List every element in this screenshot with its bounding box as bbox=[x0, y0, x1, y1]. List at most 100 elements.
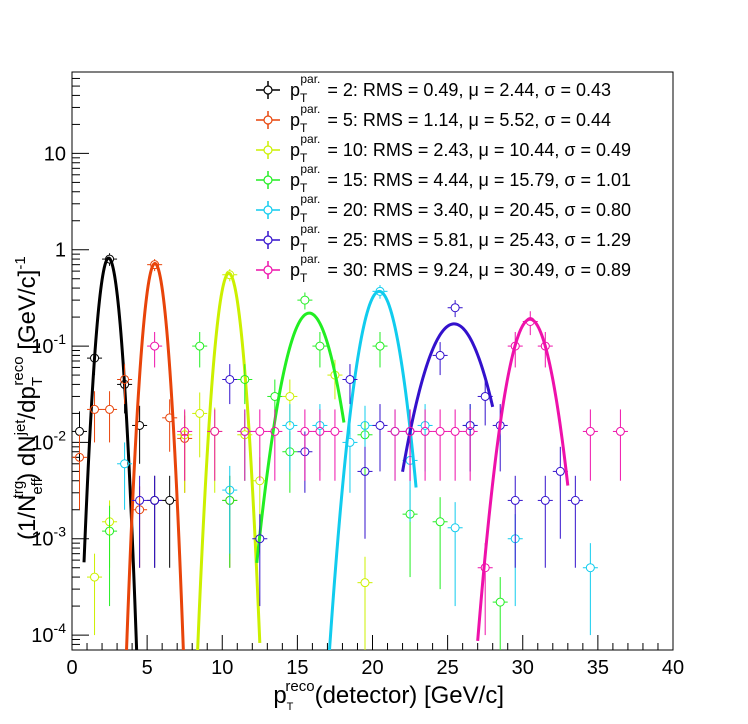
x-axis: 0 5 10 15 20 25 30 35 40 bbox=[66, 635, 684, 679]
legend-marker bbox=[263, 265, 273, 275]
data-point bbox=[147, 332, 163, 368]
data-point bbox=[357, 446, 373, 539]
data-point bbox=[567, 475, 583, 568]
legend-marker bbox=[263, 205, 273, 215]
data-point bbox=[402, 409, 418, 481]
legend-marker bbox=[263, 175, 273, 185]
data-point bbox=[147, 475, 163, 568]
data-point bbox=[237, 364, 253, 405]
data-point bbox=[102, 391, 118, 443]
fit-curve bbox=[82, 256, 139, 650]
y-tick-label: 10-1 bbox=[31, 331, 66, 358]
data-point bbox=[282, 404, 298, 472]
legend-entry: pTpar. = 25: RMS = 5.81, μ = 25.43, σ = … bbox=[256, 222, 631, 255]
data-point bbox=[87, 553, 103, 636]
x-tick-label: 0 bbox=[66, 657, 77, 679]
legend-entry: pTpar. = 10: RMS = 2.43, μ = 10.44, σ = … bbox=[256, 132, 631, 165]
legend-label: pTpar. = 2: RMS = 0.49, μ = 2.44, σ = 0.… bbox=[290, 72, 611, 105]
x-tick-label: 40 bbox=[662, 657, 684, 679]
series-6 bbox=[147, 311, 628, 642]
data-point bbox=[372, 404, 388, 472]
legend-label: pTpar. = 20: RMS = 3.40, μ = 20.45, σ = … bbox=[290, 192, 631, 225]
x-axis-title: pTreco(detector) [GeV/c] bbox=[273, 678, 504, 713]
legend-entry: pTpar. = 30: RMS = 9.24, μ = 30.49, σ = … bbox=[256, 252, 631, 285]
data-point bbox=[492, 577, 508, 650]
legend: pTpar. = 2: RMS = 0.49, μ = 2.44, σ = 0.… bbox=[256, 72, 631, 285]
legend-label: pTpar. = 15: RMS = 4.44, μ = 15.79, σ = … bbox=[290, 162, 631, 195]
x-tick-label: 10 bbox=[211, 657, 233, 679]
legend-label: pTpar. = 30: RMS = 9.24, μ = 30.49, σ = … bbox=[290, 252, 631, 285]
data-point bbox=[252, 409, 268, 481]
data-point bbox=[117, 442, 133, 510]
y-tick-label: 10-2 bbox=[31, 427, 66, 454]
x-tick-label: 20 bbox=[361, 657, 383, 679]
x-tick-label: 15 bbox=[286, 657, 308, 679]
legend-marker bbox=[263, 235, 273, 245]
data-point bbox=[357, 556, 373, 650]
legend-entry: pTpar. = 5: RMS = 1.14, μ = 5.52, σ = 0.… bbox=[256, 102, 611, 135]
data-point bbox=[582, 543, 598, 636]
data-point bbox=[447, 502, 463, 607]
data-point bbox=[192, 332, 208, 368]
data-point bbox=[507, 475, 523, 568]
x-tick-label: 30 bbox=[512, 657, 534, 679]
data-point bbox=[207, 409, 223, 481]
data-point bbox=[222, 364, 238, 405]
data-point bbox=[312, 409, 328, 481]
x-tick-label: 35 bbox=[587, 657, 609, 679]
data-point bbox=[432, 409, 448, 481]
series-layer bbox=[72, 253, 628, 650]
legend-label: pTpar. = 10: RMS = 2.43, μ = 10.44, σ = … bbox=[290, 132, 631, 165]
data-point bbox=[462, 409, 478, 481]
data-point bbox=[192, 392, 208, 458]
fit-curve bbox=[255, 311, 346, 564]
data-point bbox=[327, 409, 343, 481]
data-point bbox=[87, 391, 103, 443]
fit-curve bbox=[401, 322, 495, 473]
legend-marker bbox=[263, 85, 273, 95]
data-point bbox=[342, 364, 358, 405]
data-point bbox=[372, 285, 388, 299]
data-point bbox=[387, 409, 403, 481]
data-point bbox=[297, 292, 313, 310]
fit-curve bbox=[125, 262, 185, 650]
data-point bbox=[447, 409, 463, 481]
data-point bbox=[222, 465, 238, 554]
legend-marker bbox=[263, 115, 273, 125]
data-point bbox=[537, 475, 553, 568]
data-point bbox=[177, 409, 193, 481]
data-point bbox=[117, 364, 133, 405]
data-point bbox=[267, 409, 283, 481]
data-point bbox=[72, 434, 88, 510]
legend-label: pTpar. = 25: RMS = 5.81, μ = 25.43, σ = … bbox=[290, 222, 631, 255]
data-point bbox=[417, 409, 433, 481]
x-tick-label: 5 bbox=[142, 657, 153, 679]
data-point bbox=[582, 409, 598, 481]
data-point bbox=[297, 409, 313, 481]
data-point bbox=[147, 259, 163, 272]
data-point bbox=[102, 253, 118, 266]
fit-curve bbox=[476, 317, 570, 642]
data-point bbox=[372, 332, 388, 368]
y-axis-title: (1/Nefftrg) dNjet/dpTreco [GeV/c]-1 bbox=[10, 256, 46, 540]
data-point bbox=[237, 409, 253, 481]
legend-entry: pTpar. = 20: RMS = 3.40, μ = 20.45, σ = … bbox=[256, 192, 631, 225]
data-point bbox=[252, 514, 268, 607]
x-tick-label: 25 bbox=[437, 657, 459, 679]
data-point bbox=[102, 505, 118, 607]
y-tick-label: 10 bbox=[44, 143, 66, 165]
legend-entry: pTpar. = 15: RMS = 4.44, μ = 15.79, σ = … bbox=[256, 162, 631, 195]
data-point bbox=[132, 475, 148, 568]
data-point bbox=[432, 342, 448, 376]
y-tick-label: 10-3 bbox=[31, 524, 66, 551]
data-point bbox=[162, 475, 178, 568]
y-axis: 10-4 10-3 10-2 10-1 1 10 bbox=[31, 71, 89, 651]
legend-marker bbox=[263, 145, 273, 155]
fit-curve bbox=[327, 289, 418, 650]
data-point bbox=[327, 359, 343, 400]
series-0 bbox=[72, 253, 178, 650]
data-point bbox=[612, 409, 628, 481]
legend-entry: pTpar. = 2: RMS = 0.49, μ = 2.44, σ = 0.… bbox=[256, 72, 611, 105]
fit-curve bbox=[196, 271, 262, 650]
